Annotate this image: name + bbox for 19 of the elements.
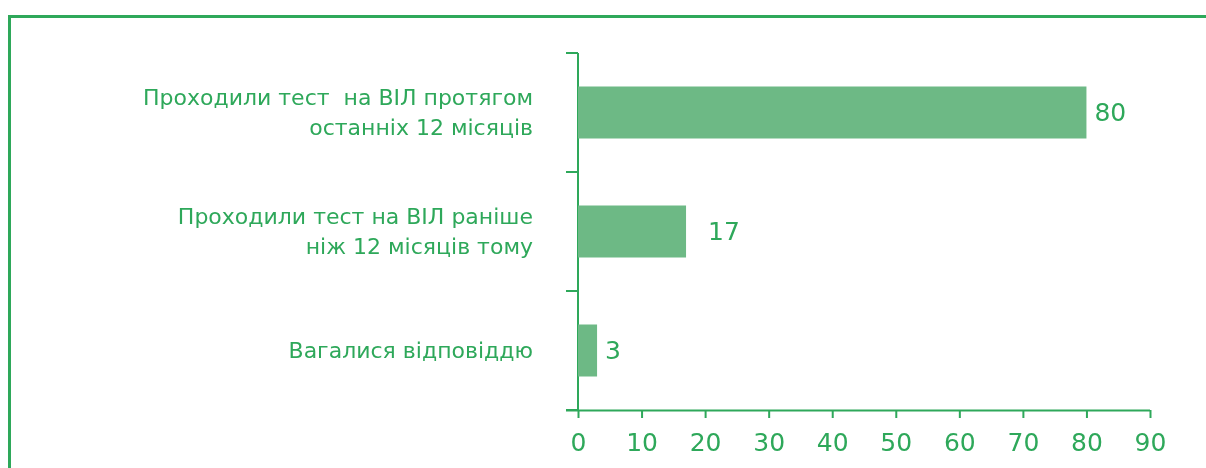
y-tick-label: Проходили тест на ВІЛ раніше ніж 12 місяців тому [177, 204, 533, 260]
x-tick-label: 40 [816, 428, 849, 457]
data-label: 3 [605, 336, 621, 366]
bar [578, 86, 1087, 139]
y-tick-label: Проходили тест на ВІЛ протягом останніх 12 місяців [142, 85, 533, 141]
x-tick-label: 80 [1071, 428, 1103, 457]
data-label: 80 [1094, 98, 1127, 128]
y-tick-label: Вагалися відповіддю [288, 338, 533, 364]
x-tick-label: 0 [570, 428, 587, 457]
x-tick-label: 70 [1007, 428, 1040, 457]
x-tick-label: 90 [1134, 428, 1167, 457]
x-tick-label: 30 [753, 428, 786, 457]
x-tick-label: 60 [943, 428, 976, 457]
x-tick-label: 20 [689, 428, 722, 457]
x-tick-label: 50 [880, 428, 913, 457]
bar [578, 324, 598, 377]
bar [578, 205, 687, 258]
data-label: 17 [708, 217, 740, 247]
x-tick-label: 10 [626, 428, 658, 457]
